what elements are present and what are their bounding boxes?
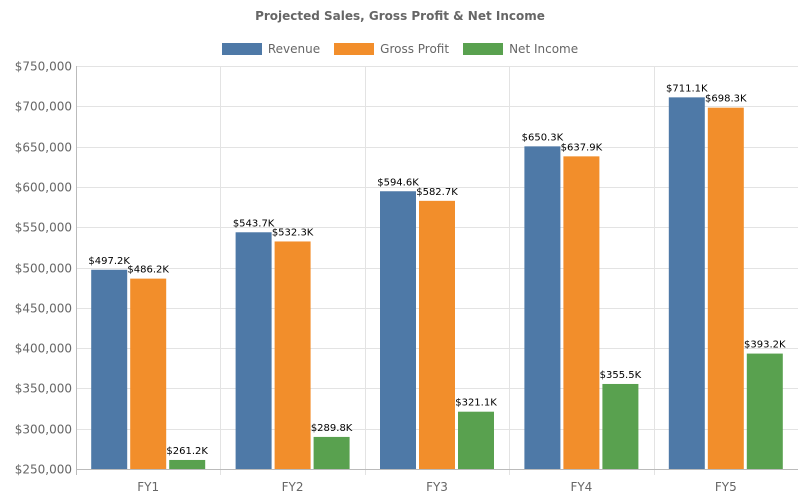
bars bbox=[91, 97, 783, 470]
data-label: $543.7K bbox=[233, 218, 275, 229]
data-label: $711.1K bbox=[666, 83, 708, 94]
data-label: $532.3K bbox=[272, 227, 314, 238]
legend-item-revenue[interactable]: Revenue bbox=[221, 42, 321, 56]
data-label: $582.7K bbox=[416, 187, 458, 198]
y-tick-label: $600,000 bbox=[15, 181, 72, 195]
y-tick-label: $250,000 bbox=[15, 463, 72, 477]
axes: $250,000 $300,000 $350,000 $400,000 $450,000… bbox=[15, 60, 798, 494]
data-label: $650.3K bbox=[522, 132, 564, 143]
legend-label-net-income: Net Income bbox=[509, 42, 579, 56]
data-labels: $497.2K$486.2K $261.2K $543.7K$532.3K $289.… bbox=[88, 83, 786, 457]
x-tick-label: FY3 bbox=[426, 480, 448, 494]
y-tick-label: $650,000 bbox=[15, 141, 72, 155]
y-tick-label: $700,000 bbox=[15, 100, 72, 114]
y-tick-label: $300,000 bbox=[15, 423, 72, 437]
data-label: $497.2K bbox=[88, 256, 130, 267]
data-label: $698.3K bbox=[705, 94, 747, 105]
x-tick-label: FY1 bbox=[137, 480, 159, 494]
bar-gross-profit-fy4[interactable] bbox=[563, 156, 600, 469]
legend-item-net-income[interactable]: Net Income bbox=[463, 42, 578, 56]
data-label: $355.5K bbox=[600, 370, 642, 381]
y-tick-label: $750,000 bbox=[15, 60, 72, 74]
x-tick-label: FY2 bbox=[282, 480, 304, 494]
data-label: $486.2K bbox=[127, 265, 169, 276]
legend-swatch-net-income bbox=[463, 43, 504, 55]
bar-revenue-fy5[interactable] bbox=[668, 97, 705, 470]
bar-net-income-fy1[interactable] bbox=[169, 459, 206, 469]
y-tick-label: $400,000 bbox=[15, 342, 72, 356]
legend-item-gross-profit[interactable]: Gross Profit bbox=[334, 42, 449, 56]
legend-label-revenue: Revenue bbox=[267, 42, 321, 56]
data-label: $321.1K bbox=[455, 398, 497, 409]
data-label: $261.2K bbox=[166, 446, 208, 457]
bar-gross-profit-fy5[interactable] bbox=[707, 107, 744, 469]
x-tick-label: FY5 bbox=[715, 480, 737, 494]
bar-net-income-fy2[interactable] bbox=[313, 436, 350, 469]
bar-revenue-fy1[interactable] bbox=[91, 269, 128, 469]
data-label: $594.6K bbox=[377, 177, 419, 188]
data-label: $289.8K bbox=[311, 423, 353, 434]
y-tick-label: $450,000 bbox=[15, 302, 72, 316]
bar-net-income-fy3[interactable] bbox=[458, 411, 494, 469]
x-tick-label: FY4 bbox=[570, 480, 592, 494]
bar-revenue-fy3[interactable] bbox=[380, 191, 416, 470]
bar-gross-profit-fy3[interactable] bbox=[419, 200, 455, 469]
bar-gross-profit-fy2[interactable] bbox=[274, 241, 311, 469]
bar-gross-profit-fy1[interactable] bbox=[130, 278, 167, 469]
legend-label-gross-profit: Gross Profit bbox=[380, 42, 450, 56]
chart-title: Projected Sales, Gross Profit & Net Inco… bbox=[255, 9, 545, 23]
bar-net-income-fy5[interactable] bbox=[746, 353, 783, 469]
bar-revenue-fy4[interactable] bbox=[524, 146, 561, 469]
legend-swatch-gross-profit bbox=[334, 43, 375, 55]
data-label: $637.9K bbox=[561, 142, 603, 153]
bar-revenue-fy2[interactable] bbox=[235, 232, 272, 469]
y-tick-label: $500,000 bbox=[15, 262, 72, 276]
data-label: $393.2K bbox=[744, 340, 786, 351]
y-tick-label: $350,000 bbox=[15, 382, 72, 396]
bar-net-income-fy4[interactable] bbox=[602, 383, 639, 469]
legend: Revenue Gross Profit Net Income bbox=[0, 42, 800, 56]
y-tick-label: $550,000 bbox=[15, 221, 72, 235]
legend-swatch-revenue bbox=[221, 43, 262, 55]
